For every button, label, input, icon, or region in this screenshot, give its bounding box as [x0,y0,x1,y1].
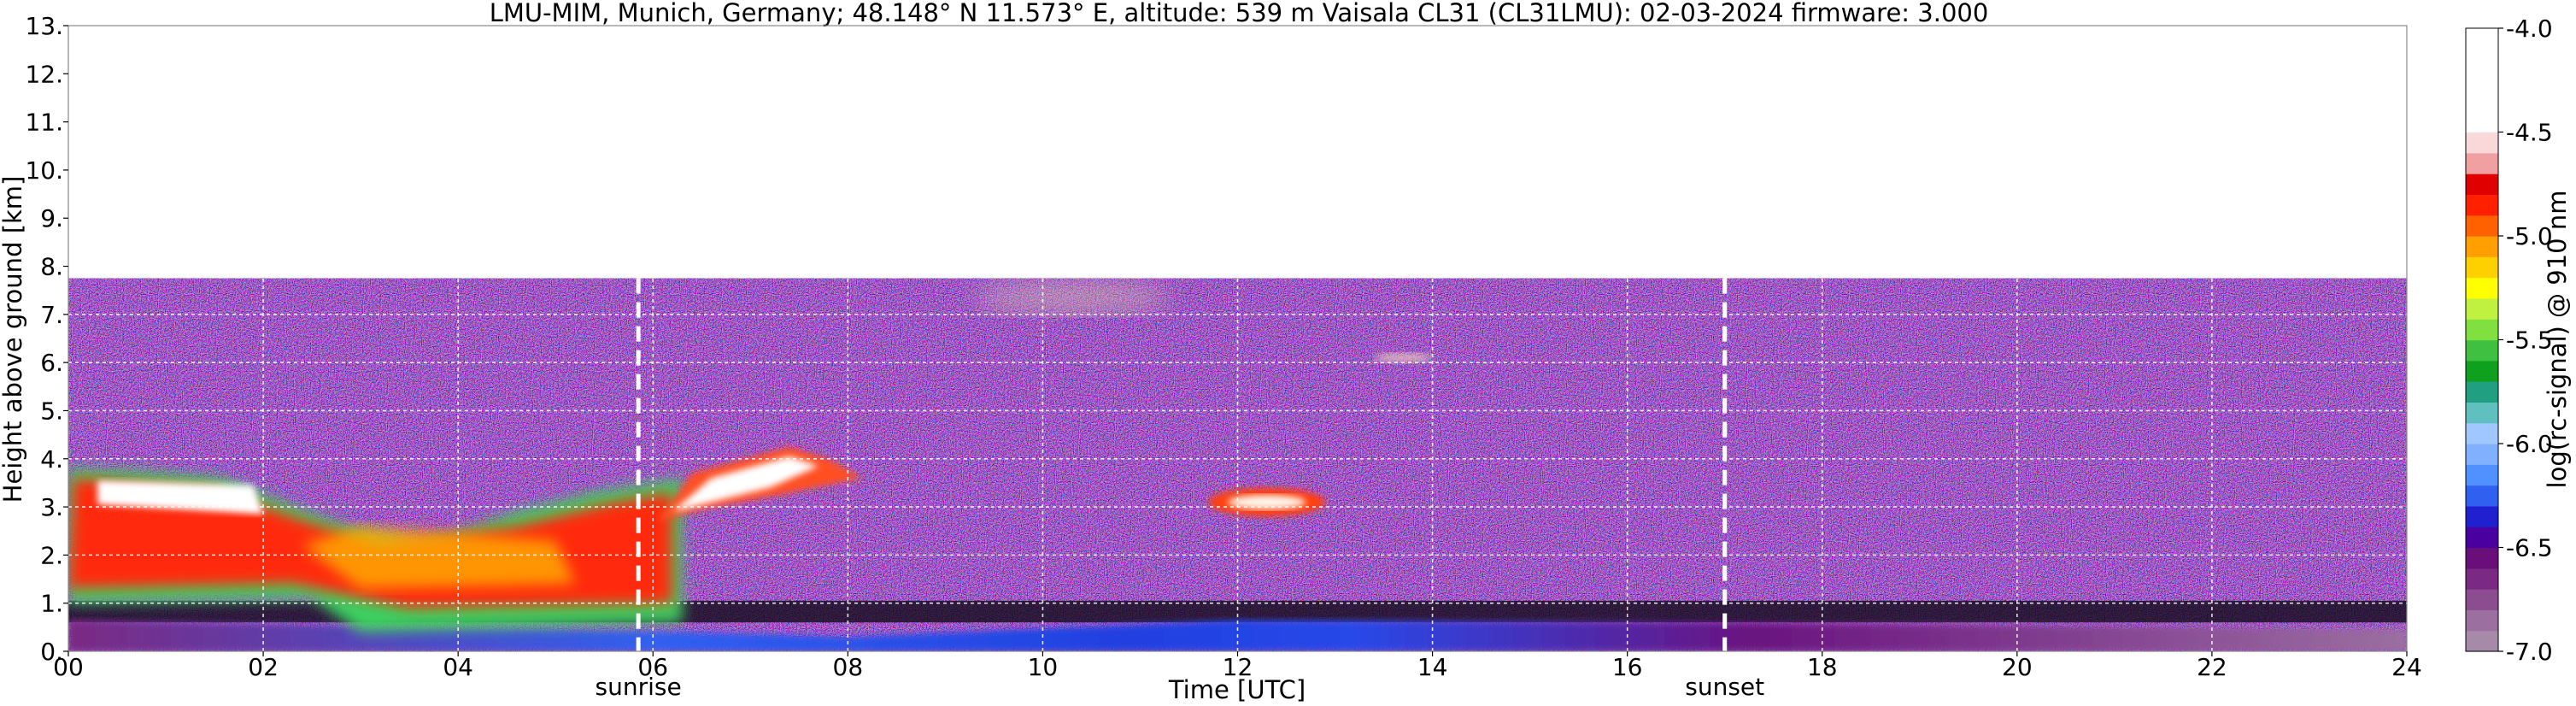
marker-label-sunset: sunset [1685,673,1764,701]
colorbar-tick-label: -7.0 [2506,638,2553,666]
grid [68,26,2407,651]
y-tick-label: 11. [25,109,63,137]
colorbar-swatch [2466,111,2498,133]
x-tick-label: 12 [1223,653,1253,681]
y-tick-label: 6. [40,349,63,377]
colorbar-tick-label: -6.5 [2506,534,2553,562]
cloud-morning-core [672,456,819,512]
colorbar-swatch [2466,215,2498,237]
colorbar-swatch [2466,28,2498,50]
x-tick-label: 02 [248,653,279,681]
colorbar-swatch [2466,381,2498,403]
y-tick-label: 0. [40,638,63,666]
x-tick-label: 20 [2002,653,2033,681]
colorbar-swatch [2466,132,2498,154]
y-tick-label: 7. [40,301,63,329]
aerosol-yellow [302,526,576,589]
x-tick-label: 00 [53,653,84,681]
colorbar-tick-label: -4.0 [2506,15,2553,43]
colorbar-swatch [2466,277,2498,299]
cloud-midday-core [1228,495,1306,509]
colorbar-swatch [2466,69,2498,91]
colorbar-tick-label: -6.0 [2506,430,2553,458]
colorbar-swatch [2466,152,2498,174]
colorbar-swatch [2466,236,2498,257]
y-tick-label: 13. [25,12,63,40]
x-tick-label: 16 [1612,653,1643,681]
cirrus-afternoon [1374,352,1433,363]
colorbar-swatch [2466,464,2498,486]
colorbar-swatch [2466,402,2498,424]
colorbar-swatch [2466,485,2498,507]
x-tick-label: 10 [1028,653,1059,681]
y-tick-label: 1. [40,590,63,618]
x-tick-label: 18 [1807,653,1838,681]
y-tick-label: 3. [40,493,63,521]
colorbar-swatch [2466,422,2498,444]
x-tick-label: 08 [833,653,864,681]
y-ticks: 0. 1. 2. 3. 4. 5. 6. 7. 8. 9. 10. 11. 12. 13. [25,12,68,666]
y-tick-label: 9. [40,204,63,232]
colorbar-tick-label: -5.5 [2506,327,2553,355]
x-axis-label: Time [UTC] [1168,675,1306,704]
x-tick-label: 14 [1417,653,1448,681]
y-tick-label: 12. [25,60,63,88]
colorbar-label: log(rc-signal) @ 910 nm [2543,191,2572,489]
colorbar-swatch [2466,297,2498,320]
cirrus-morning [974,280,1170,315]
colorbar-swatch [2466,339,2498,362]
colorbar-swatch [2466,589,2498,610]
colorbar-swatch [2466,527,2498,549]
colorbar-swatch [2466,319,2498,341]
colorbar-swatch [2466,256,2498,279]
x-ticks: 00 02 04 06 08 10 12 14 16 18 20 22 24 [53,651,2422,681]
x-tick-label: 22 [2197,653,2227,681]
colorbar-swatch [2466,360,2498,382]
colorbar-swatch [2466,609,2498,632]
chart-title: LMU-MIM, Munich, Germany; 48.148° N 11.5… [490,0,1989,27]
x-tick-label: 24 [2391,653,2422,681]
y-tick-label: 10. [25,156,63,185]
colorbar: -4.0 -4.5 -5.0 -5.5 -6.0 -6.5 -7.0 [2465,15,2553,666]
colorbar-swatch [2466,174,2498,195]
colorbar-swatch [2466,49,2498,71]
colorbar-swatch [2466,505,2498,527]
sun-markers: sunrise sunset [596,278,1764,701]
colorbar-swatch [2466,630,2498,652]
marker-label-sunrise: sunrise [596,673,682,701]
x-tick-label: 04 [443,653,473,681]
x-tick-label: 06 [637,653,668,681]
y-tick-label: 4. [40,445,63,474]
y-tick-label: 5. [40,397,63,425]
colorbar-tick-label: -5.0 [2506,222,2553,250]
y-axis-label: Height above ground [km] [0,176,27,503]
y-tick-label: 8. [40,253,63,281]
colorbar-swatch [2466,444,2498,465]
colorbar-swatch [2466,90,2498,112]
colorbar-tick-label: -4.5 [2506,119,2553,147]
y-tick-label: 2. [40,541,63,569]
colorbar-swatch [2466,547,2498,569]
colorbar-swatch [2466,568,2498,590]
aerosol-white-patch [97,480,264,515]
colorbar-swatch [2466,194,2498,216]
